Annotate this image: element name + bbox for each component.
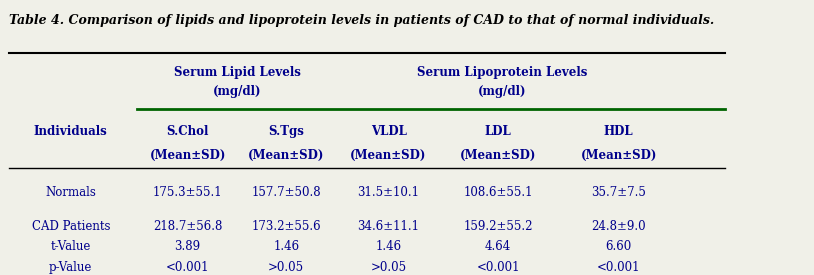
Text: LDL: LDL	[485, 125, 511, 138]
Text: (Mean±SD): (Mean±SD)	[150, 148, 225, 161]
Text: 159.2±55.2: 159.2±55.2	[463, 219, 533, 233]
Text: <0.001: <0.001	[476, 261, 520, 274]
Text: 24.8±9.0: 24.8±9.0	[591, 219, 646, 233]
Text: (mg/dl): (mg/dl)	[478, 85, 526, 98]
Text: Table 4. Comparison of lipids and lipoprotein levels in patients of CAD to that : Table 4. Comparison of lipids and lipopr…	[9, 14, 714, 27]
Text: 175.3±55.1: 175.3±55.1	[153, 186, 222, 199]
Text: 4.64: 4.64	[485, 240, 511, 253]
Text: p-Value: p-Value	[49, 261, 93, 274]
Text: <0.001: <0.001	[166, 261, 209, 274]
Text: 34.6±11.1: 34.6±11.1	[357, 219, 419, 233]
Text: 173.2±55.6: 173.2±55.6	[252, 219, 321, 233]
Text: CAD Patients: CAD Patients	[32, 219, 110, 233]
Text: (mg/dl): (mg/dl)	[212, 85, 261, 98]
Text: S.Tgs: S.Tgs	[269, 125, 304, 138]
Text: 35.7±7.5: 35.7±7.5	[591, 186, 646, 199]
Text: (Mean±SD): (Mean±SD)	[350, 148, 427, 161]
Text: 6.60: 6.60	[606, 240, 632, 253]
Text: >0.05: >0.05	[370, 261, 407, 274]
Text: Serum Lipoprotein Levels: Serum Lipoprotein Levels	[417, 66, 587, 79]
Text: S.Chol: S.Chol	[167, 125, 209, 138]
Text: 1.46: 1.46	[375, 240, 401, 253]
Text: Serum Lipid Levels: Serum Lipid Levels	[173, 66, 300, 79]
Text: 1.46: 1.46	[274, 240, 300, 253]
Text: 31.5±10.1: 31.5±10.1	[357, 186, 419, 199]
Text: Normals: Normals	[46, 186, 96, 199]
Text: (Mean±SD): (Mean±SD)	[460, 148, 536, 161]
Text: (Mean±SD): (Mean±SD)	[248, 148, 325, 161]
Text: Individuals: Individuals	[34, 125, 107, 138]
Text: 3.89: 3.89	[175, 240, 201, 253]
Text: t-Value: t-Value	[50, 240, 91, 253]
Text: (Mean±SD): (Mean±SD)	[580, 148, 657, 161]
Text: 218.7±56.8: 218.7±56.8	[153, 219, 222, 233]
Text: >0.05: >0.05	[269, 261, 304, 274]
Text: 157.7±50.8: 157.7±50.8	[252, 186, 321, 199]
Text: <0.001: <0.001	[597, 261, 641, 274]
Text: VLDL: VLDL	[370, 125, 406, 138]
Text: 108.6±55.1: 108.6±55.1	[463, 186, 533, 199]
Text: HDL: HDL	[604, 125, 633, 138]
